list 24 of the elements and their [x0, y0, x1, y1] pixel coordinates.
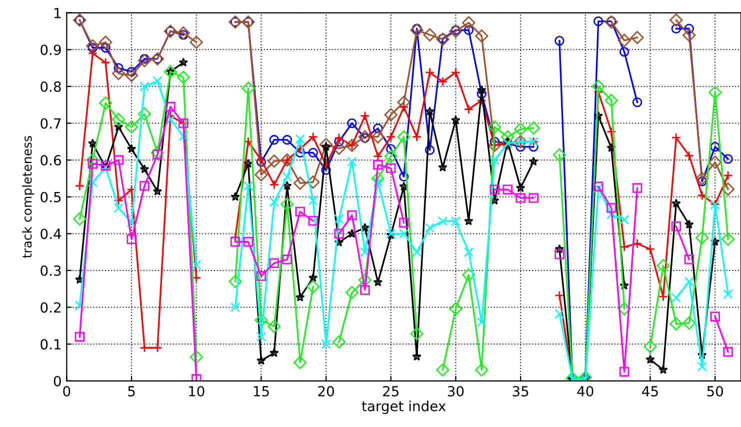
y-tick-label: 0.5 — [40, 192, 61, 202]
x-tick-label: 20 — [318, 386, 334, 396]
y-tick-label: 0 — [54, 376, 61, 386]
x-tick-label: 15 — [254, 386, 269, 396]
x-tick-label: 25 — [383, 386, 398, 396]
y-tick-label: 0.8 — [40, 81, 61, 92]
y-tick-label: 0.3 — [40, 265, 61, 276]
x-axis-title: target index — [362, 400, 446, 414]
y-tick-label: 0.9 — [40, 44, 61, 56]
x-tick-label: 10 — [189, 386, 204, 396]
x-tick-label: 5 — [128, 386, 135, 396]
x-tick-label: 40 — [577, 386, 594, 396]
y-tick-label: 0.2 — [40, 302, 60, 313]
x-tick-label: 35 — [512, 386, 528, 396]
y-tick-label: 0.1 — [40, 339, 61, 350]
y-tick-label: 1 — [54, 8, 61, 18]
x-tick-label: 30 — [448, 386, 464, 396]
y-axis-title: track completeness — [22, 136, 34, 258]
x-tick-label: 45 — [642, 386, 658, 396]
y-tick-label: 0.7 — [40, 118, 61, 129]
x-tick-label: 50 — [707, 386, 723, 396]
y-tick-label: 0.6 — [40, 155, 61, 166]
y-tick-label: 0.4 — [40, 228, 62, 240]
x-tick-label: 0 — [63, 386, 70, 396]
